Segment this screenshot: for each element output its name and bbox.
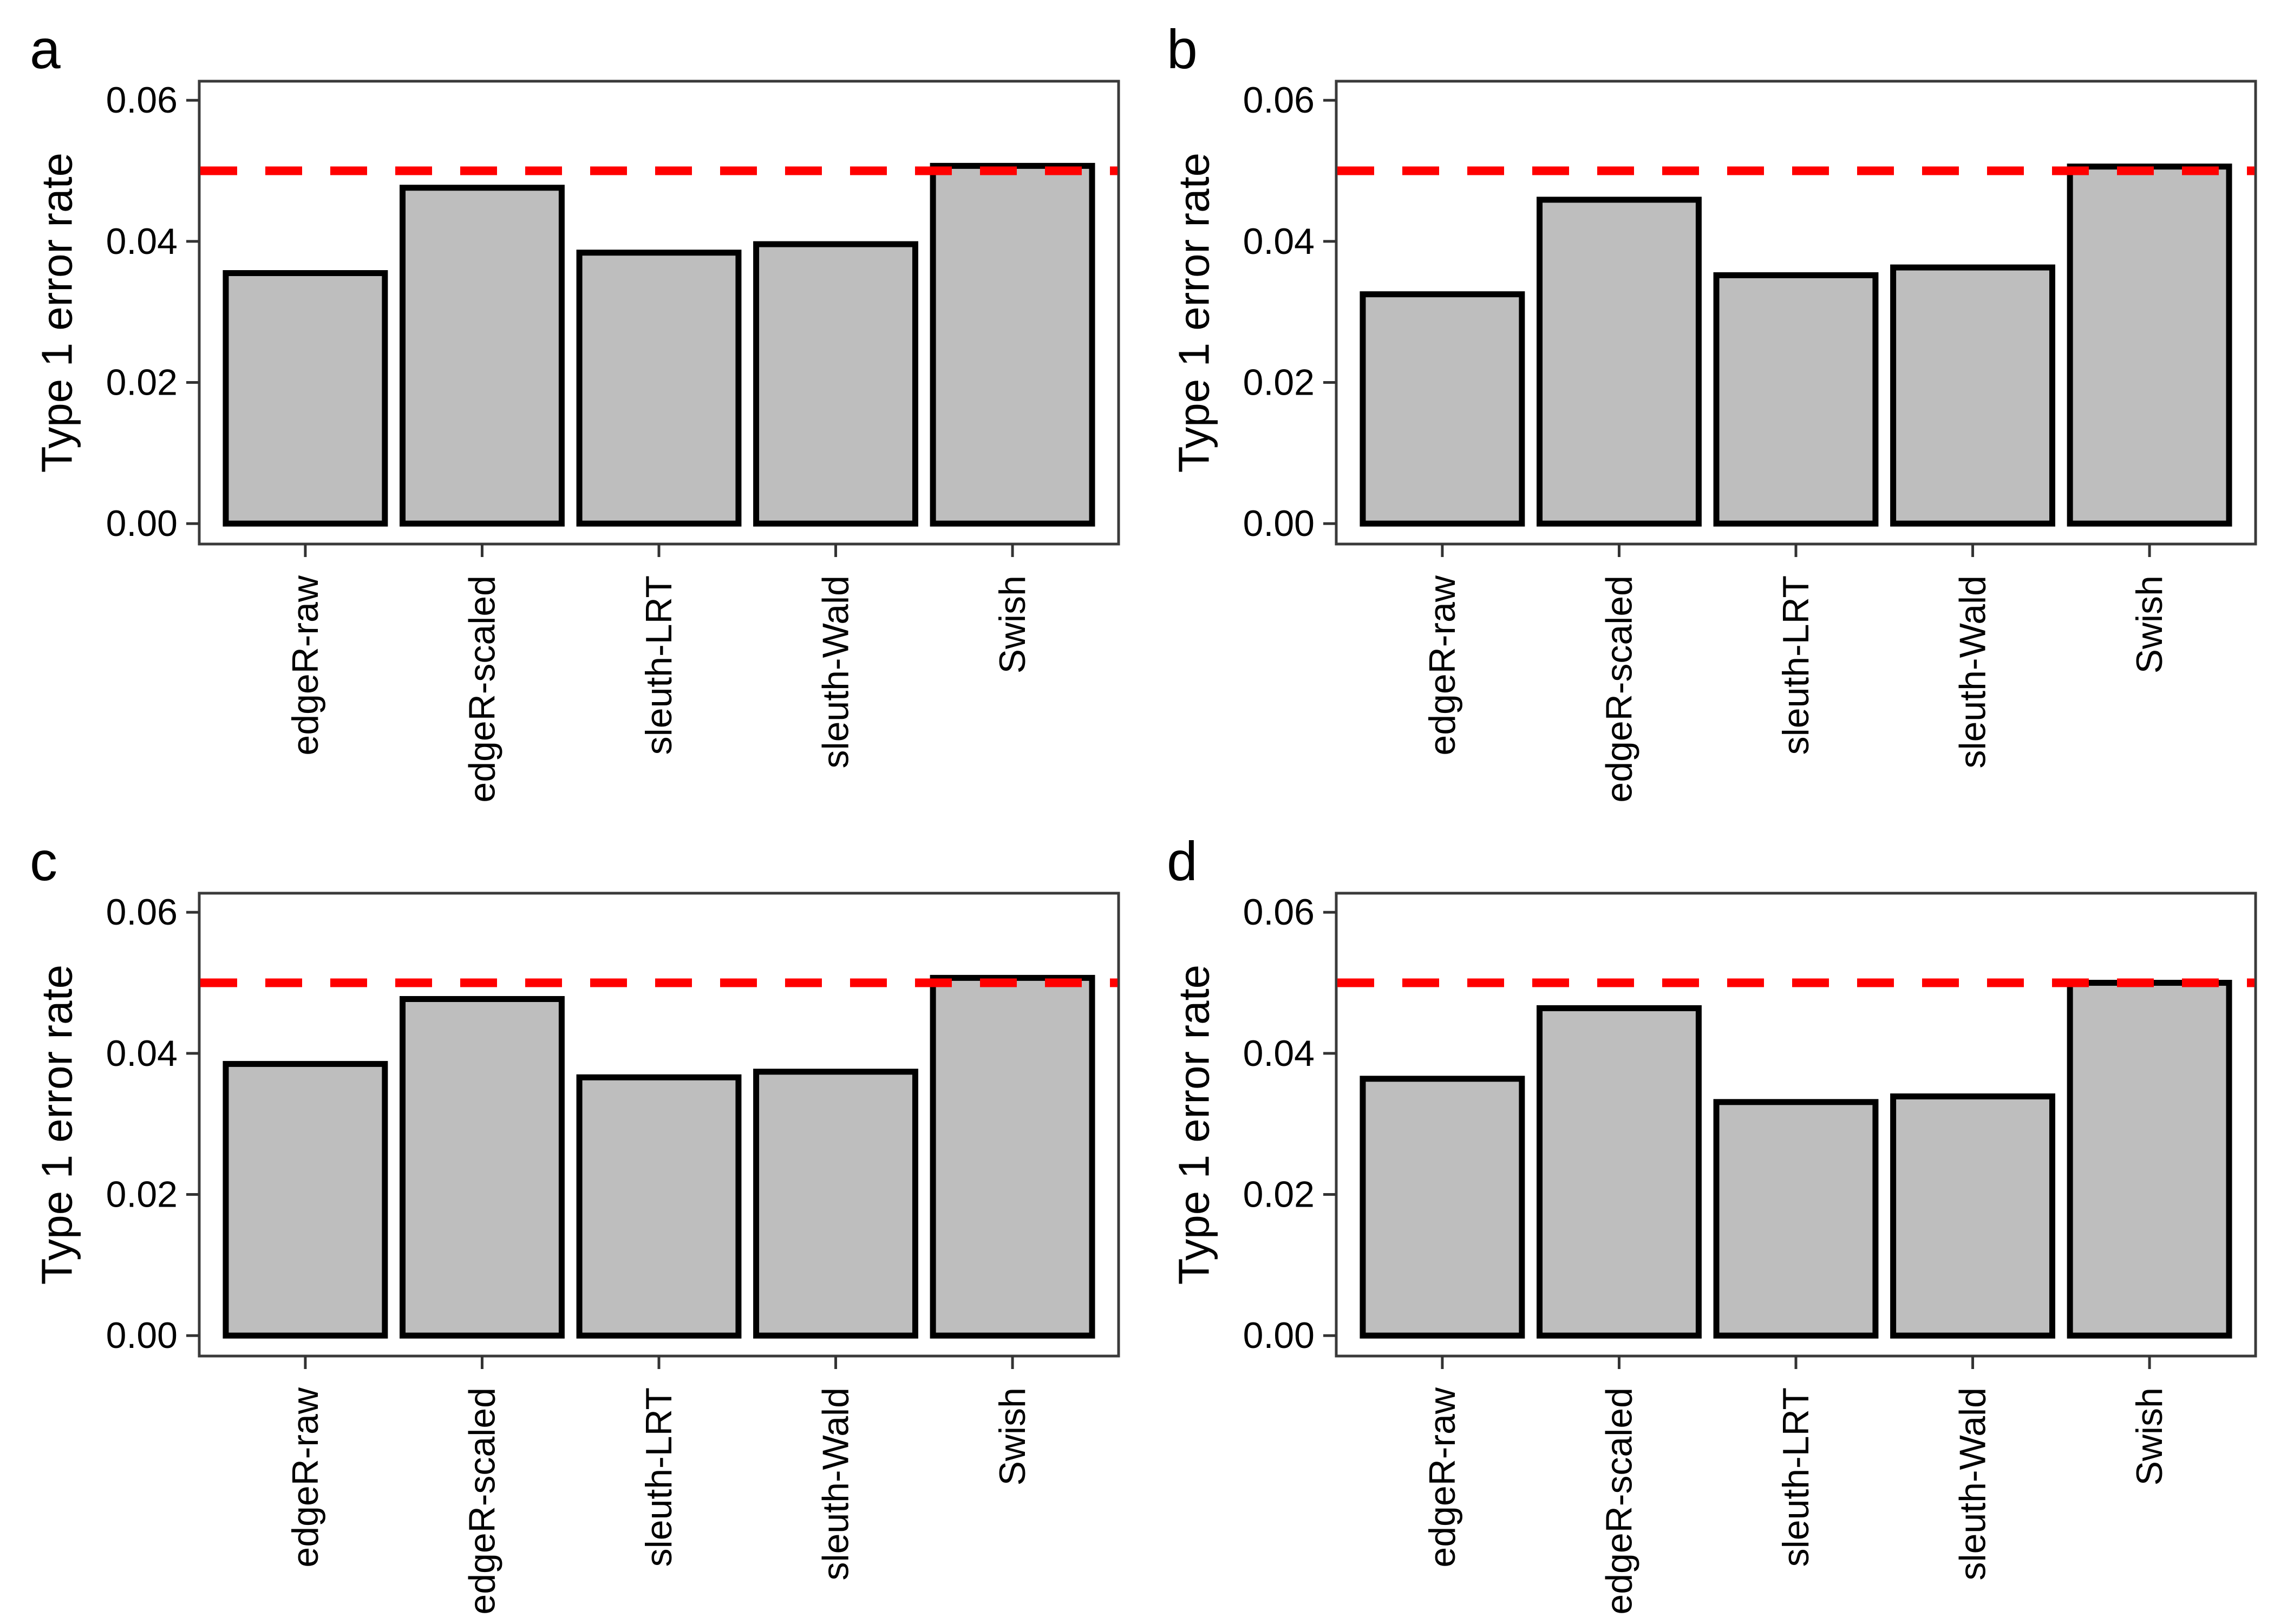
y-axis-title: Type 1 error rate	[33, 153, 81, 473]
y-tick-label: 0.06	[106, 80, 178, 121]
x-axis-label: Swish	[2129, 575, 2170, 673]
y-tick-label: 0.02	[106, 362, 178, 403]
panel-c-plot: 0.00 0.02 0.04 0.06 edgeR-raw edgeR-scaled sle…	[33, 892, 1120, 1615]
bar-sleuth-LRT	[576, 250, 742, 527]
y-tick-label: 0.00	[1243, 1315, 1315, 1356]
x-axis-label: edgeR-scaled	[1598, 575, 1639, 803]
x-axis-label: sleuth-Wald	[815, 1387, 857, 1581]
y-tick-label: 0.00	[106, 503, 178, 544]
x-axis-label: Swish	[2129, 1387, 2170, 1485]
panel-b-letter: b	[1167, 18, 1198, 80]
panel-a: a 0.00 0.02 0.04 0.06 edgeR-raw edgeR-scaled s…	[0, 0, 1137, 812]
panel-a-plot: 0.00 0.02 0.04 0.06 edgeR-raw edgeR-scaled sle…	[33, 80, 1120, 803]
y-tick-label: 0.00	[1243, 503, 1315, 544]
panel-d-plot: 0.00 0.02 0.04 0.06 edgeR-raw edgeR-scaled sle…	[1170, 892, 2257, 1615]
bar-Swish	[930, 974, 1095, 1339]
panel-b-plot: 0.00 0.02 0.04 0.06 edgeR-raw edgeR-scaled sle…	[1170, 80, 2257, 803]
panel-c: c 0.00 0.02 0.04 0.06 edgeR-raw edgeR-scaled s…	[0, 812, 1137, 1624]
bar-sleuth-Wald	[753, 241, 918, 527]
bar-sleuth-LRT	[1713, 1099, 1879, 1339]
bar-edgeR-scaled	[1537, 197, 1702, 527]
bar-sleuth-LRT	[576, 1074, 742, 1339]
bar-edgeR-scaled	[400, 185, 565, 527]
bar-Swish	[2067, 163, 2232, 527]
x-axis-label: edgeR-scaled	[461, 575, 502, 803]
x-axis-label: edgeR-raw	[1422, 1387, 1463, 1567]
bar-sleuth-Wald	[753, 1069, 918, 1339]
y-axis-title: Type 1 error rate	[1170, 153, 1218, 473]
x-axis-label: edgeR-raw	[1422, 575, 1463, 755]
panel-d: d 0.00 0.02 0.04 0.06 edgeR-raw edgeR-scaled s…	[1137, 812, 2274, 1624]
bar-edgeR-raw	[1360, 1076, 1525, 1339]
panel-c-letter: c	[30, 830, 57, 892]
bar-edgeR-raw	[223, 270, 388, 527]
bar-Swish	[2067, 980, 2232, 1339]
panel-d-letter: d	[1167, 830, 1198, 892]
y-tick-label: 0.02	[1243, 362, 1315, 403]
y-tick-label: 0.06	[1243, 80, 1315, 121]
y-tick-label: 0.04	[1243, 221, 1315, 262]
bar-edgeR-scaled	[1537, 1005, 1702, 1339]
bar-sleuth-Wald	[1890, 264, 2055, 527]
x-axis-label: sleuth-LRT	[638, 1387, 679, 1567]
bar-edgeR-raw	[1360, 291, 1525, 527]
bar-sleuth-Wald	[1890, 1093, 2055, 1339]
y-tick-label: 0.00	[106, 1315, 178, 1356]
x-axis-label: sleuth-LRT	[1775, 1387, 1816, 1567]
y-tick-label: 0.04	[106, 1033, 178, 1074]
x-axis-label: sleuth-Wald	[1952, 575, 1994, 769]
y-tick-label: 0.02	[1243, 1174, 1315, 1215]
x-axis-label: sleuth-Wald	[1952, 1387, 1994, 1581]
bar-edgeR-scaled	[400, 996, 565, 1339]
y-tick-label: 0.02	[106, 1174, 178, 1215]
x-axis-label: sleuth-Wald	[815, 575, 857, 769]
panel-b: b 0.00 0.02 0.04 0.06 edgeR-raw edgeR-scaled s…	[1137, 0, 2274, 812]
x-axis-label: edgeR-raw	[285, 575, 326, 755]
y-tick-label: 0.06	[106, 892, 178, 933]
panel-a-letter: a	[30, 18, 61, 80]
x-axis-label: sleuth-LRT	[1775, 575, 1816, 755]
y-tick-label: 0.06	[1243, 892, 1315, 933]
y-tick-label: 0.04	[1243, 1033, 1315, 1074]
y-axis-title: Type 1 error rate	[33, 965, 81, 1285]
y-axis-title: Type 1 error rate	[1170, 965, 1218, 1285]
y-tick-label: 0.04	[106, 221, 178, 262]
bar-Swish	[930, 162, 1095, 527]
x-axis-label: sleuth-LRT	[638, 575, 679, 755]
x-axis-label: edgeR-scaled	[1598, 1387, 1639, 1615]
bar-edgeR-raw	[223, 1060, 388, 1339]
x-axis-label: Swish	[992, 1387, 1033, 1485]
x-axis-label: Swish	[992, 575, 1033, 673]
x-axis-label: edgeR-scaled	[461, 1387, 502, 1615]
x-axis-label: edgeR-raw	[285, 1387, 326, 1567]
bar-sleuth-LRT	[1713, 272, 1879, 527]
